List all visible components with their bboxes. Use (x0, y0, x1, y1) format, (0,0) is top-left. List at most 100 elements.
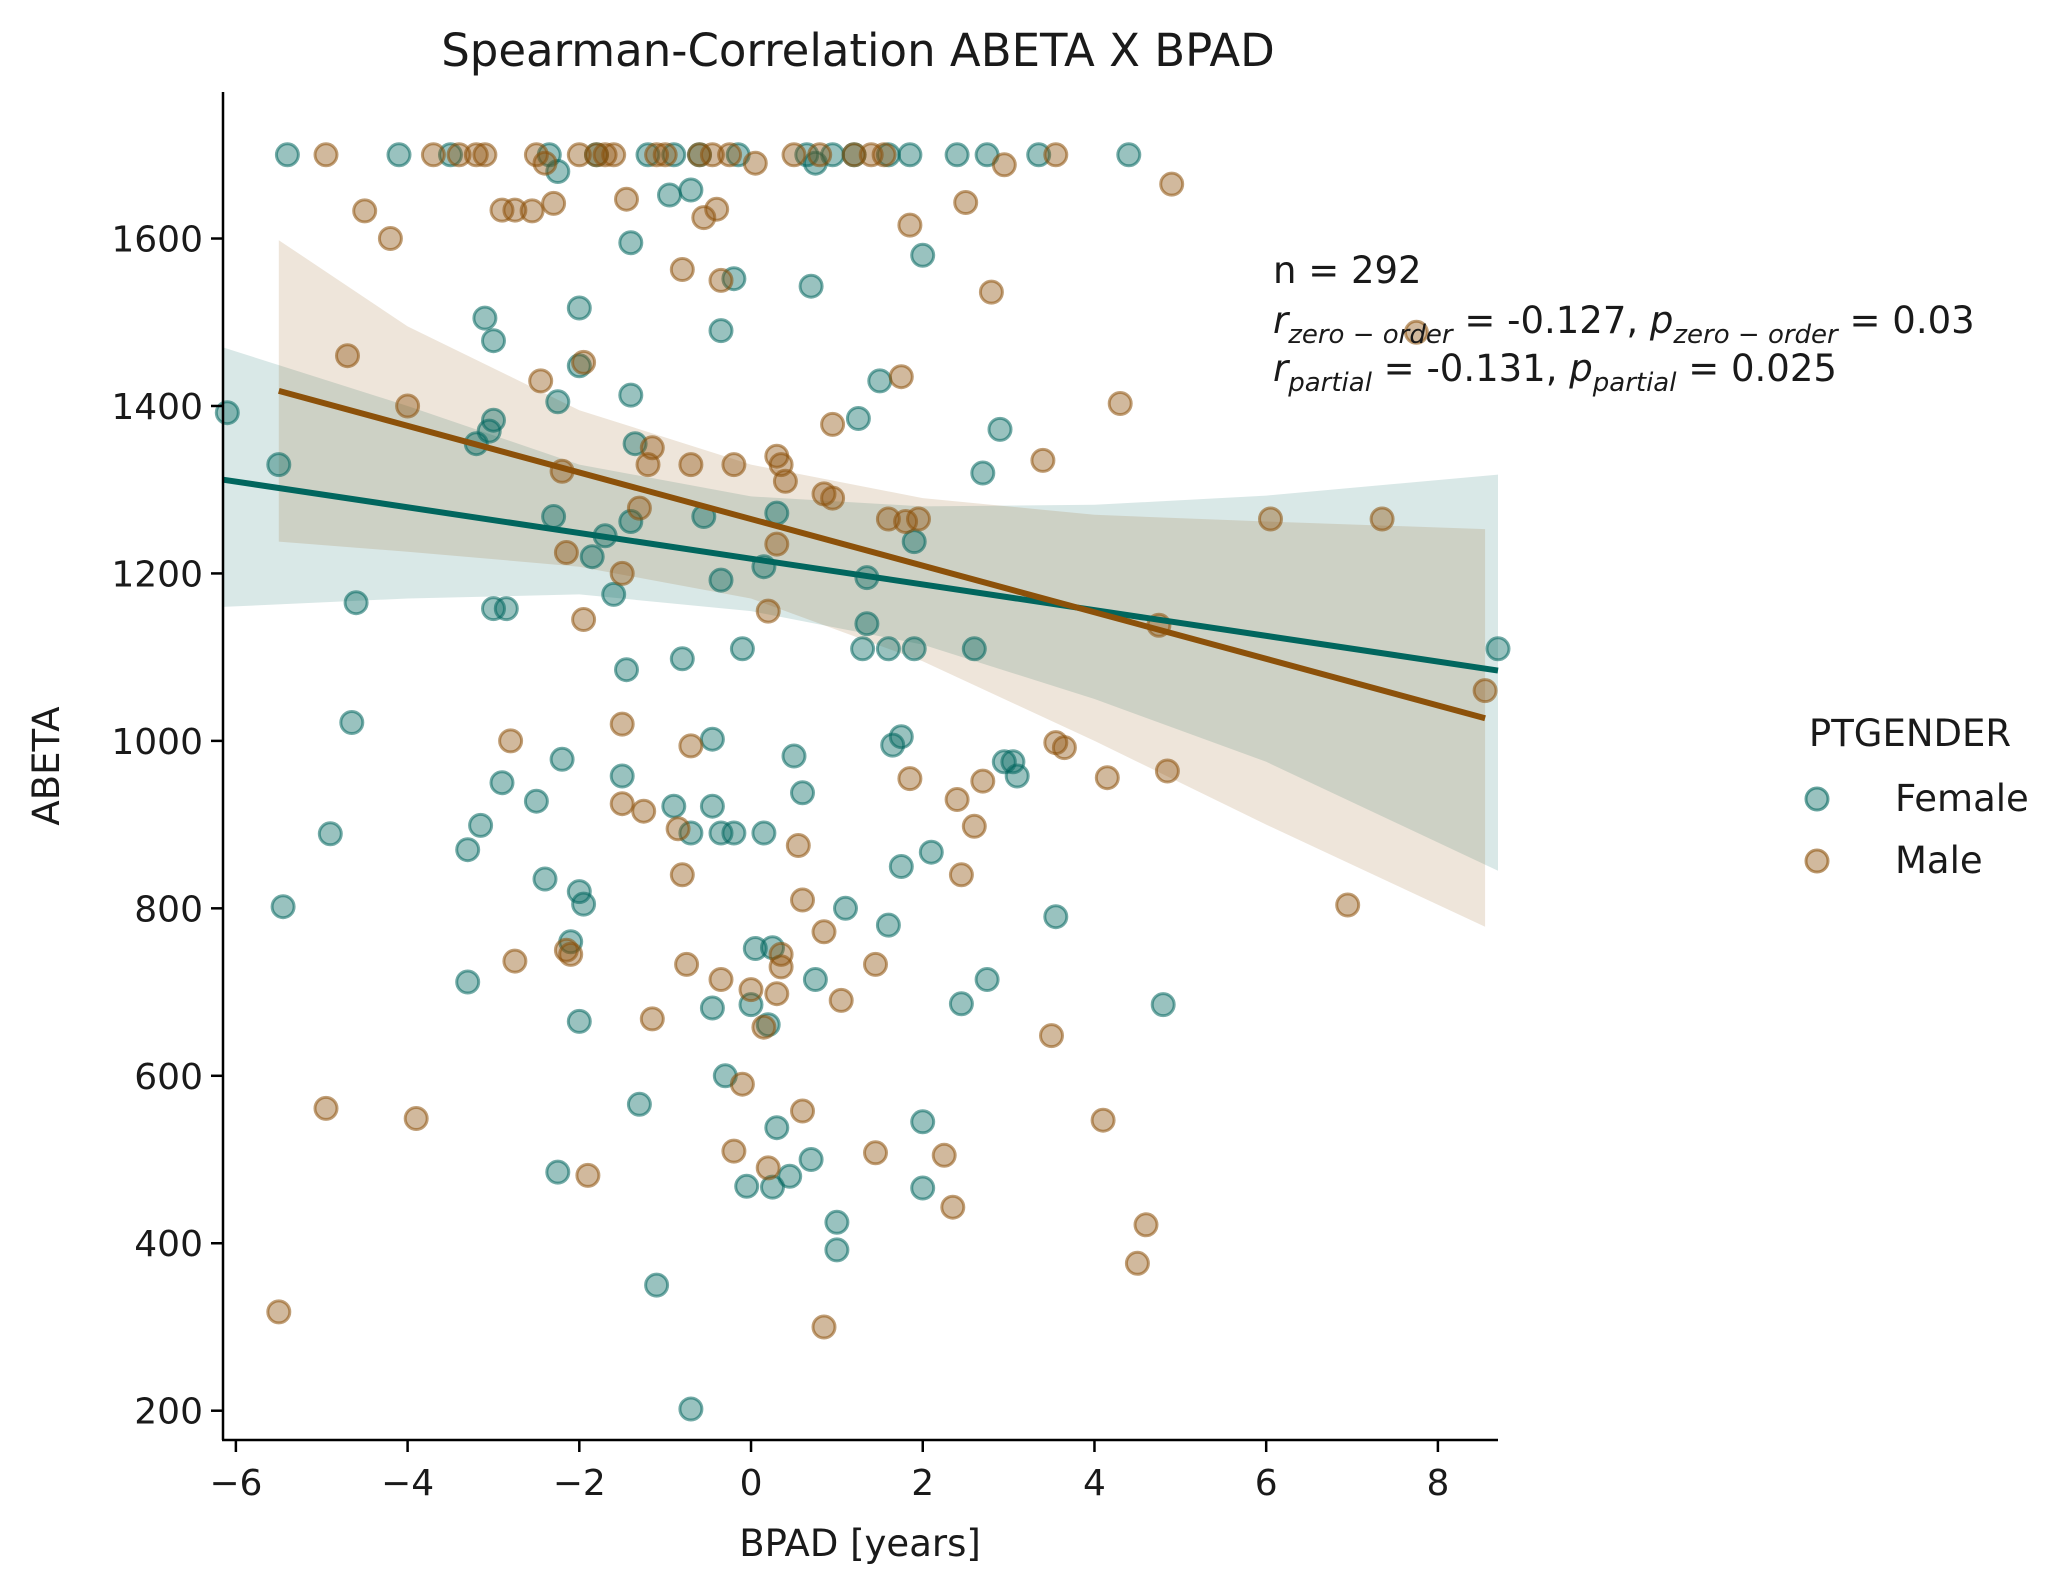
point-female (850, 636, 876, 662)
point-female (708, 567, 734, 593)
point-male (1107, 391, 1133, 416)
confidence-bands (223, 240, 1498, 927)
point-male (614, 186, 639, 212)
point-male (888, 364, 914, 390)
point-female (1150, 992, 1176, 1018)
point-male (820, 411, 846, 437)
point-male (631, 798, 657, 824)
point-male (502, 948, 528, 974)
point-male (639, 1006, 665, 1032)
point-female (635, 142, 661, 168)
point-male (931, 1142, 957, 1168)
point-female (609, 763, 635, 789)
x-ticks: −6 −4 −2 0 2 4 6 8 (209, 1440, 1449, 1504)
point-female (699, 995, 725, 1021)
point-female (626, 1091, 652, 1117)
point-male (678, 733, 704, 759)
point-male (729, 1071, 755, 1097)
point-male (721, 452, 747, 478)
point-male (498, 728, 524, 754)
point-female (270, 894, 296, 920)
point-male (571, 607, 597, 632)
point-male (755, 1155, 781, 1181)
point-male (970, 768, 996, 794)
x-axis-label: BPAD [years] (739, 1522, 981, 1565)
point-female (974, 967, 1000, 992)
x-tick-label: 4 (1083, 1463, 1106, 1504)
point-male (519, 198, 545, 224)
point-female (644, 1272, 670, 1298)
point-female (764, 1115, 790, 1141)
point-male (742, 150, 768, 176)
point-male (781, 142, 807, 168)
point-female (867, 368, 893, 394)
point-male (266, 1299, 292, 1325)
point-female (532, 866, 558, 892)
point-female (918, 839, 944, 865)
point-male (532, 150, 558, 176)
point-male (768, 954, 794, 980)
regression-line-male (278, 388, 1486, 722)
point-female (987, 416, 1013, 442)
point-female (944, 142, 970, 168)
point-female (618, 230, 644, 256)
point-female (1116, 142, 1142, 168)
y-tick-label: 1400 (111, 387, 203, 428)
point-male (871, 142, 897, 168)
legend-marker-female (1804, 786, 1830, 812)
point-female (266, 452, 292, 478)
point-male (807, 142, 833, 168)
point-female (798, 1147, 824, 1172)
plot-area (214, 142, 1511, 1422)
point-female (601, 581, 627, 607)
point-male (639, 435, 665, 461)
legend-label-female: Female (1895, 777, 2029, 820)
point-female (545, 1159, 571, 1185)
point-male (991, 152, 1017, 178)
x-tick-label: 8 (1426, 1463, 1449, 1504)
point-female (455, 969, 481, 995)
point-female (274, 142, 300, 168)
point-female (845, 406, 871, 431)
point-male (772, 468, 798, 494)
point-female (798, 273, 824, 299)
point-male (403, 1106, 429, 1131)
point-female (751, 820, 777, 846)
point-male (626, 495, 652, 521)
point-female (1000, 749, 1026, 775)
point-male (863, 951, 888, 977)
y-ticks: 200 400 600 800 1000 1200 1400 1600 (111, 220, 223, 1433)
point-female (571, 891, 597, 917)
point-female (438, 142, 463, 168)
stats-partial: rpartial = -0.131, ppartial = 0.025 (1273, 347, 1837, 398)
point-male (691, 205, 717, 231)
point-female (678, 177, 704, 203)
x-tick-label: −4 (381, 1463, 434, 1504)
point-male (785, 833, 811, 858)
point-female (742, 936, 768, 961)
legend-label-male: Male (1895, 839, 1983, 882)
point-male (669, 257, 695, 282)
point-female (618, 509, 644, 534)
stats-annotation: n = 292 rzero − order = -0.127, pzero − … (1273, 249, 1975, 398)
point-female (888, 724, 914, 750)
point-male (463, 142, 489, 168)
point-female (764, 500, 790, 526)
point-male (609, 711, 635, 737)
point-male (687, 142, 712, 168)
point-male (940, 1194, 966, 1220)
point-male (906, 506, 931, 532)
point-female (708, 820, 734, 846)
point-female (901, 636, 927, 662)
legend: PTGENDER Female Male (1804, 712, 2029, 882)
point-male (313, 142, 339, 168)
point-male (1335, 892, 1361, 918)
point-male (738, 977, 764, 1003)
point-female (721, 820, 747, 846)
point-male (1154, 758, 1180, 784)
point-female (910, 1175, 936, 1201)
point-male (395, 393, 421, 419)
legend-marker-male (1804, 848, 1830, 874)
point-male (1472, 678, 1498, 704)
point-female (888, 854, 914, 879)
